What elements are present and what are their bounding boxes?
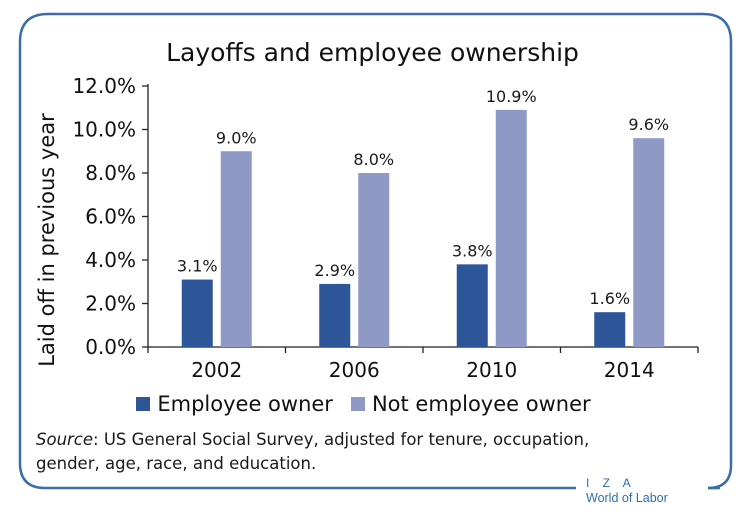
legend-label-employee-owner: Employee owner bbox=[157, 392, 333, 416]
bar bbox=[456, 264, 488, 347]
iza-logo: I Z A World of Labor bbox=[586, 476, 716, 505]
y-tick-label: 4.0% bbox=[85, 248, 136, 272]
data-label: 8.0% bbox=[353, 150, 394, 169]
frame-border bbox=[18, 12, 733, 490]
source-label: Source bbox=[36, 430, 94, 449]
x-tick-label: 2006 bbox=[329, 358, 380, 382]
y-tick-label: 2.0% bbox=[85, 292, 136, 316]
brand-iza: I Z A bbox=[586, 476, 636, 490]
data-label: 1.6% bbox=[589, 289, 630, 308]
bar bbox=[220, 151, 252, 347]
legend-swatch-employee-owner bbox=[136, 397, 151, 411]
bar bbox=[181, 279, 213, 347]
data-label: 9.6% bbox=[628, 115, 669, 134]
legend-item-employee-owner: Employee owner bbox=[136, 392, 333, 416]
data-label: 2.9% bbox=[314, 261, 355, 280]
brand-world-of-labor: World of Labor bbox=[586, 491, 668, 505]
plot-area: 0.0% 2.0% 4.0% 6.0% 8.0% 10.0% 12.0% 2002 3.1% 9.… bbox=[72, 74, 699, 382]
y-tick-label: 8.0% bbox=[85, 161, 136, 185]
legend-swatch-not-employee-owner bbox=[350, 397, 365, 411]
bar bbox=[594, 312, 626, 347]
data-label: 10.9% bbox=[486, 87, 537, 106]
data-label: 3.8% bbox=[452, 241, 493, 260]
data-label: 3.1% bbox=[177, 257, 218, 276]
bar bbox=[633, 138, 665, 347]
y-tick-label: 12.0% bbox=[72, 74, 136, 98]
legend-label-not-employee-owner: Not employee owner bbox=[371, 392, 591, 416]
x-tick-label: 2002 bbox=[191, 358, 242, 382]
chart-title: Layoffs and employee ownership bbox=[166, 38, 579, 67]
x-tick-label: 2014 bbox=[604, 358, 655, 382]
legend-item-not-employee-owner: Not employee owner bbox=[350, 392, 591, 416]
source-text-continued: gender, age, race, and education. bbox=[36, 454, 317, 473]
legend: Employee owner Not employee owner bbox=[0, 392, 745, 416]
source-text: : US General Social Survey, adjusted for… bbox=[93, 430, 590, 449]
y-tick-label: 10.0% bbox=[72, 118, 136, 142]
y-tick-label: 6.0% bbox=[85, 205, 136, 229]
bar bbox=[495, 109, 527, 347]
bar bbox=[358, 173, 390, 347]
data-label: 9.0% bbox=[216, 128, 257, 147]
y-tick-label: 0.0% bbox=[85, 335, 136, 359]
y-axis-label: Laid off in previous year bbox=[35, 113, 59, 367]
source-note: Source: US General Social Survey, adjust… bbox=[36, 428, 716, 476]
x-tick-label: 2010 bbox=[466, 358, 517, 382]
bar bbox=[319, 283, 351, 347]
